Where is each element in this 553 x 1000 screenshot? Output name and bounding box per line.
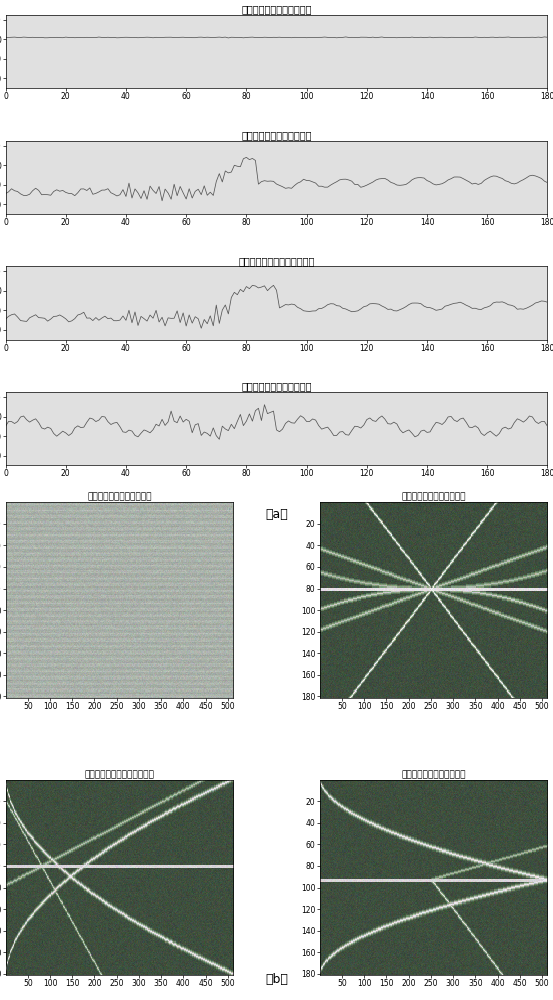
Title: 某球形物体雷达散射截面积: 某球形物体雷达散射截面积	[241, 4, 312, 14]
Title: 某球形物体高分辨率谱图像: 某球形物体高分辨率谱图像	[87, 492, 152, 501]
Text: （a）: （a）	[265, 508, 288, 521]
Title: 某锥柱形物体雷达散射截面积: 某锥柱形物体雷达散射截面积	[238, 256, 315, 266]
Title: 某锥形物体雷达散射截面积: 某锥形物体雷达散射截面积	[241, 130, 312, 140]
Text: （b）: （b）	[265, 973, 288, 986]
Title: 某锥柱形物体高分辨率谱图像: 某锥柱形物体高分辨率谱图像	[85, 770, 154, 779]
Title: 某柱形物体高分辨率谱图像: 某柱形物体高分辨率谱图像	[401, 770, 466, 779]
Title: 某柱形物体雷达散射截面积: 某柱形物体雷达散射截面积	[241, 381, 312, 391]
Title: 某锥形物体高分辨率谱图像: 某锥形物体高分辨率谱图像	[401, 492, 466, 501]
